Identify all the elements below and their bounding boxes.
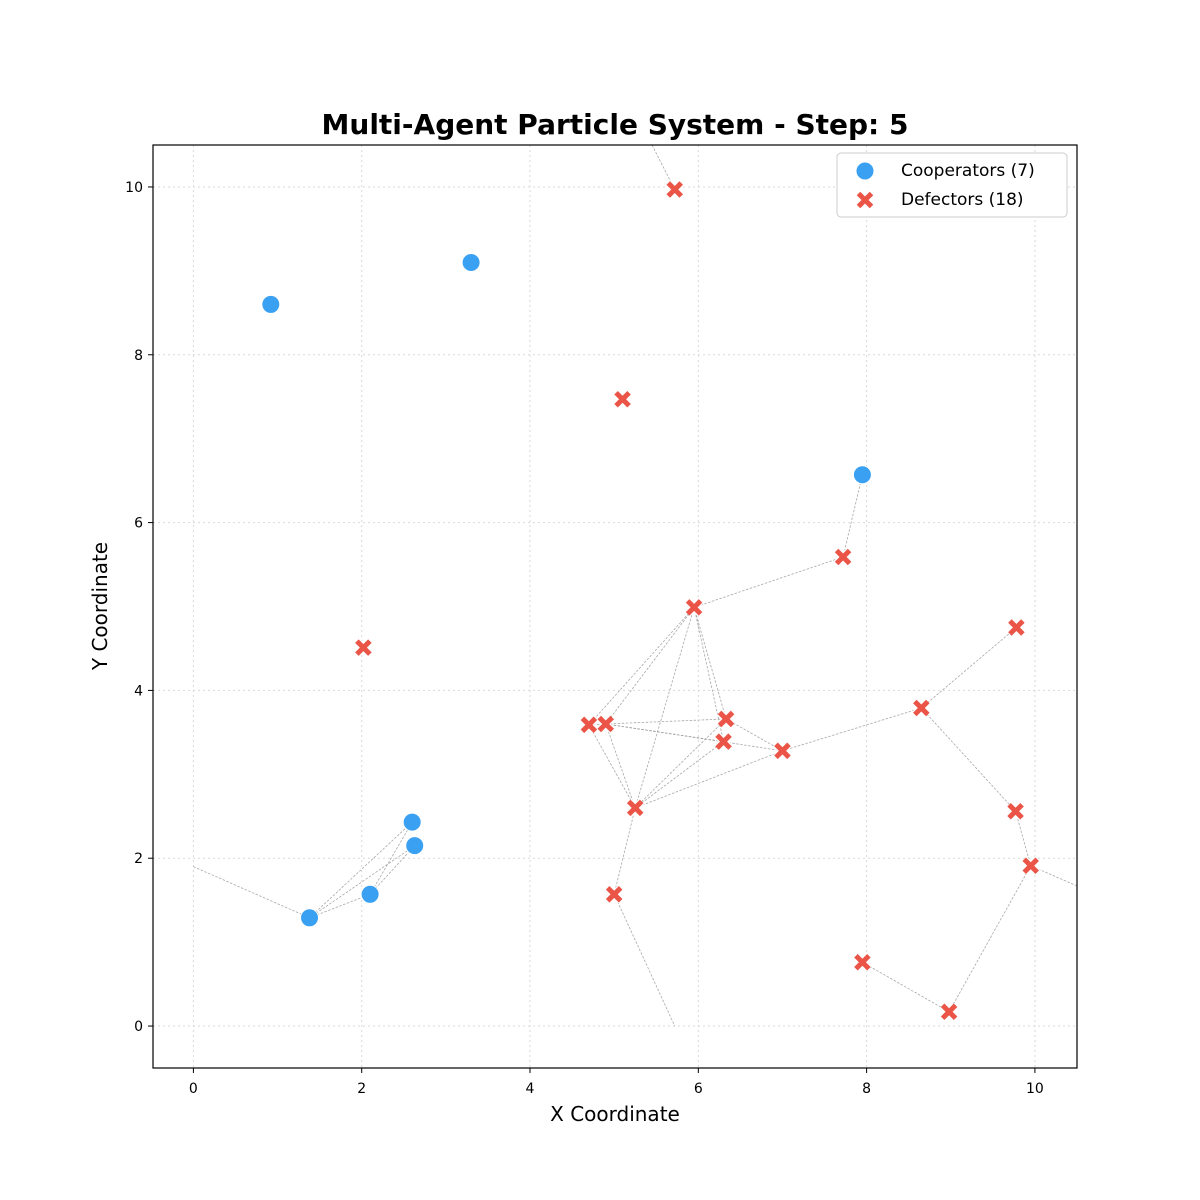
legend-label-cooperators: Cooperators (7) <box>901 161 1035 181</box>
y-tick-label: 4 <box>134 683 143 699</box>
chart-title: Multi-Agent Particle System - Step: 5 <box>322 108 909 141</box>
connection-line <box>693 556 844 608</box>
y-tick-label: 6 <box>134 516 143 532</box>
connection-line <box>634 607 695 808</box>
cooperator-point <box>261 294 281 314</box>
defector-point <box>1021 856 1040 875</box>
legend-defector-marker <box>855 190 875 210</box>
connection-line <box>369 821 413 895</box>
cooperator-point <box>300 908 320 928</box>
x-tick-label: 0 <box>189 1081 198 1097</box>
x-tick-label: 8 <box>862 1081 871 1097</box>
defector-point <box>579 715 599 734</box>
defector-point <box>714 732 733 751</box>
legend-marker-cooperators <box>855 161 875 181</box>
y-axis-label: Y Coordinate <box>88 542 112 671</box>
defector-point <box>1006 802 1025 821</box>
y-tick-label: 0 <box>134 1019 143 1035</box>
defector-point <box>665 180 684 199</box>
y-tick-label: 10 <box>125 180 143 196</box>
x-tick-label: 4 <box>526 1081 535 1097</box>
defector-point <box>684 598 704 617</box>
defector-point <box>1007 618 1026 637</box>
defector-point <box>596 714 615 734</box>
defector-point <box>716 709 736 729</box>
legend-cooperator-marker <box>855 161 875 181</box>
legend-marker-defectors <box>855 190 875 210</box>
x-axis-label: X Coordinate <box>550 1102 680 1126</box>
connection-line <box>193 866 310 919</box>
connection-line <box>693 607 724 742</box>
connection-line <box>842 474 863 558</box>
connection-line <box>605 723 636 809</box>
plot-frame <box>152 144 1078 1069</box>
data-points <box>261 180 1040 1021</box>
connection-line <box>921 707 1016 812</box>
y-tick-label: 8 <box>134 348 143 364</box>
axis-ticks: 0 2 4 6 8 10 0 2 4 6 8 10 <box>125 180 1044 1097</box>
connection-line <box>613 807 636 895</box>
x-tick-label: 2 <box>357 1081 366 1097</box>
connection-line <box>635 750 783 809</box>
defector-point <box>773 741 792 760</box>
plot-area <box>153 144 1078 1068</box>
cooperator-point <box>405 836 425 856</box>
connection-line <box>782 707 922 752</box>
connection-line <box>605 723 783 752</box>
defector-point <box>354 638 373 657</box>
x-tick-label: 6 <box>694 1081 703 1097</box>
connection-line <box>309 893 371 919</box>
connection-line <box>634 741 724 809</box>
x-tick-label: 10 <box>1026 1081 1044 1097</box>
defector-point <box>833 547 853 567</box>
legend-box <box>836 152 1068 218</box>
plot-background <box>153 145 1077 1068</box>
connection-line <box>605 718 727 725</box>
connection-line <box>309 845 415 919</box>
connection-line <box>613 894 676 1027</box>
cooperator-point <box>852 465 872 485</box>
connection-line <box>309 821 413 919</box>
defector-point <box>626 798 645 818</box>
legend-label-defectors: Defectors (18) <box>901 190 1024 210</box>
defector-point <box>853 953 872 972</box>
connection-line <box>588 607 695 726</box>
connection-line <box>862 961 950 1013</box>
defector-point <box>605 885 624 904</box>
connection-line <box>693 607 727 720</box>
cooperator-point <box>461 252 481 272</box>
connection-line <box>725 718 783 752</box>
defector-point <box>939 1002 959 1021</box>
connection-line <box>921 627 1017 709</box>
connection-line <box>634 718 727 809</box>
connection-line <box>369 845 416 895</box>
y-tick-label: 2 <box>134 851 143 867</box>
cooperator-point <box>360 884 380 904</box>
connection-line <box>605 607 695 725</box>
defector-point <box>613 390 632 409</box>
legend: Cooperators (7) Defectors (18) <box>836 152 1068 218</box>
connection-line <box>1015 811 1032 866</box>
defector-point <box>912 698 931 718</box>
cooperator-point <box>402 812 422 832</box>
